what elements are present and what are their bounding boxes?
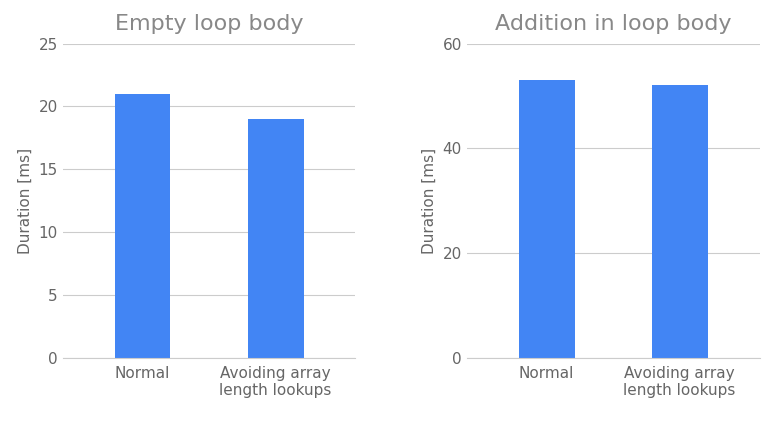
Bar: [651, 85, 708, 358]
Bar: [247, 119, 304, 358]
Bar: [114, 94, 171, 358]
Y-axis label: Duration [ms]: Duration [ms]: [18, 147, 33, 254]
Title: Empty loop body: Empty loop body: [115, 14, 303, 34]
Y-axis label: Duration [ms]: Duration [ms]: [422, 147, 437, 254]
Title: Addition in loop body: Addition in loop body: [495, 14, 731, 34]
Bar: [518, 80, 575, 358]
